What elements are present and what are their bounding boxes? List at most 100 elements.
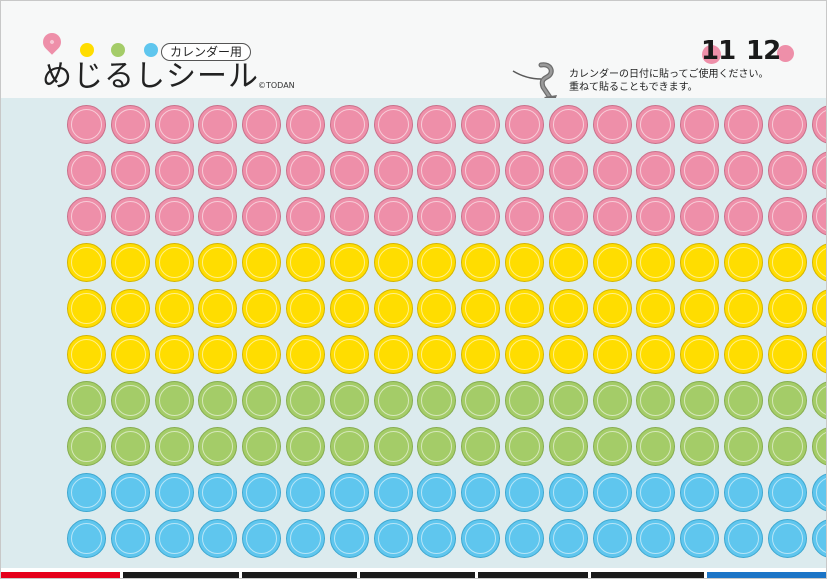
yellow-sticker-dot: [110, 335, 150, 374]
blue-sticker-dot: [286, 519, 325, 558]
yellow-sticker-dot: [724, 335, 763, 374]
pink-sticker-dot: [680, 151, 720, 190]
yellow-sticker-dot: [680, 243, 720, 282]
pink-sticker-dot: [461, 105, 501, 144]
yellow-sticker-dot: [767, 335, 807, 374]
green-sticker-dot: [592, 381, 632, 420]
yellow-sticker-dot: [548, 243, 588, 282]
blue-sticker-dot: [548, 519, 588, 558]
pink-sticker-dot: [110, 197, 150, 236]
green-sticker-dot: [680, 427, 720, 466]
blue-sticker-dot: [373, 519, 413, 558]
pink-sticker-dot: [67, 197, 106, 236]
blue-sticker-dot: [110, 473, 150, 512]
green-sticker-dot: [110, 427, 150, 466]
yellow-sticker-dot: [636, 335, 676, 374]
pink-sticker-dot: [548, 105, 588, 144]
pink-sticker-dot: [636, 197, 676, 236]
blue-sticker-dot: [154, 473, 194, 512]
yellow-sticker-dot: [417, 335, 457, 374]
pink-sticker-dot: [724, 197, 763, 236]
green-sticker-dot: [724, 427, 763, 466]
pink-sticker-dot: [636, 151, 676, 190]
yellow-sticker-dot: [680, 335, 720, 374]
pink-sticker-dot: [592, 151, 632, 190]
yellow-swatch: [80, 43, 94, 57]
green-sticker-dot: [461, 381, 501, 420]
pink-sticker-dot: [724, 151, 763, 190]
blue-sticker-dot: [724, 473, 763, 512]
blue-sticker-dot: [417, 519, 457, 558]
yellow-sticker-dot: [286, 335, 325, 374]
calendar-number-12: 12: [746, 36, 781, 66]
yellow-sticker-dot: [373, 243, 413, 282]
pink-sticker-dot: [329, 197, 369, 236]
pink-sticker-dot: [767, 197, 807, 236]
calendar-number-11: 11: [701, 36, 736, 66]
green-sticker-dot: [242, 381, 282, 420]
green-sticker-dot: [636, 427, 676, 466]
yellow-sticker-dot: [154, 289, 194, 328]
blue-swatch: [144, 43, 158, 57]
sheet-title: めじるしシール: [42, 59, 259, 94]
blue-sticker-dot: [242, 473, 282, 512]
pink-sticker-dot: [417, 151, 457, 190]
pink-sticker-dot: [505, 151, 544, 190]
pink-sticker-dot: [198, 197, 238, 236]
green-sticker-dot: [417, 381, 457, 420]
yellow-sticker-dot: [680, 289, 720, 328]
green-sticker-dot: [680, 381, 720, 420]
yellow-sticker-dot: [767, 289, 807, 328]
green-sticker-dot: [767, 427, 807, 466]
green-swatch: [111, 43, 125, 57]
yellow-sticker-dot: [724, 243, 763, 282]
green-sticker-dot: [154, 381, 194, 420]
yellow-sticker-dot: [286, 243, 325, 282]
pink-sticker-dot: [286, 105, 325, 144]
yellow-sticker-dot: [154, 335, 194, 374]
yellow-sticker-dot: [198, 243, 238, 282]
yellow-sticker-dot: [110, 243, 150, 282]
instruction-line-2: 重ねて貼ることもできます。: [569, 82, 698, 93]
blue-sticker-dot: [548, 473, 588, 512]
green-sticker-dot: [198, 427, 238, 466]
yellow-sticker-dot: [67, 289, 106, 328]
yellow-sticker-dot: [767, 243, 807, 282]
yellow-sticker-dot: [67, 335, 106, 374]
green-sticker-dot: [242, 427, 282, 466]
green-sticker-dot: [329, 381, 369, 420]
bottom-segment: [591, 572, 704, 578]
yellow-sticker-dot: [592, 243, 632, 282]
blue-sticker-dot: [767, 473, 807, 512]
blue-sticker-dot: [505, 473, 544, 512]
pink-sticker-dot: [417, 105, 457, 144]
pink-sticker-dot: [286, 197, 325, 236]
blue-sticker-dot: [67, 519, 106, 558]
pin-drop-icon: [39, 29, 65, 55]
calendar-use-tag: カレンダー用: [161, 43, 252, 61]
blue-sticker-dot: [110, 519, 150, 558]
yellow-sticker-dot: [198, 335, 238, 374]
pink-sticker-dot: [286, 151, 325, 190]
blue-sticker-dot: [242, 519, 282, 558]
yellow-sticker-dot: [548, 289, 588, 328]
green-sticker-dot: [505, 427, 544, 466]
blue-sticker-dot: [67, 473, 106, 512]
blue-sticker-dot: [592, 519, 632, 558]
blue-sticker-dot: [329, 519, 369, 558]
pink-sticker-dot: [67, 151, 106, 190]
bottom-segment: [478, 572, 588, 578]
blue-sticker-dot: [505, 519, 544, 558]
calendar-marker-dot: [777, 45, 794, 62]
pink-sticker-dot: [592, 197, 632, 236]
yellow-sticker-dot: [242, 335, 282, 374]
pink-sticker-dot: [680, 105, 720, 144]
pink-sticker-dot: [724, 105, 763, 144]
blue-sticker-dot: [636, 519, 676, 558]
instruction-line-1: カレンダーの日付に貼ってご使用ください。: [569, 69, 769, 80]
pink-sticker-dot: [198, 151, 238, 190]
yellow-sticker-dot: [505, 243, 544, 282]
pink-sticker-dot: [373, 151, 413, 190]
yellow-sticker-dot: [329, 289, 369, 328]
